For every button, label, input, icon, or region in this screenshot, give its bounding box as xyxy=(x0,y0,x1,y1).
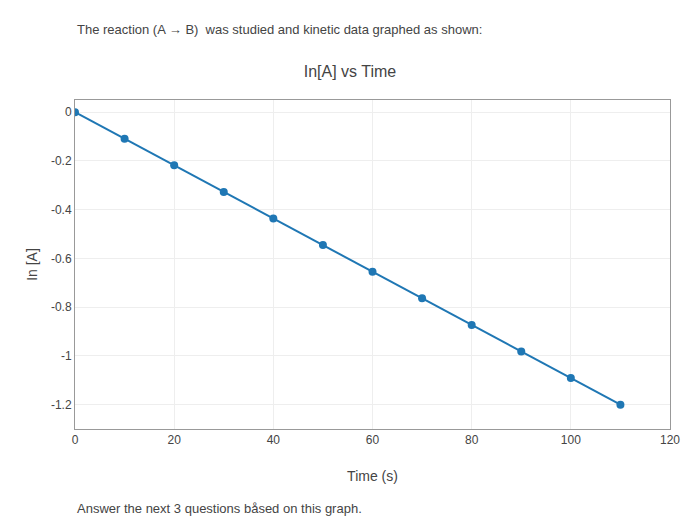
svg-text:0: 0 xyxy=(65,105,72,119)
svg-text:The reaction (A → B) was stud: The reaction (A → B) was studied and kin… xyxy=(77,22,482,37)
svg-text:Answer the next 3 questions bå: Answer the next 3 questions båsed on thi… xyxy=(77,501,362,516)
svg-text:20: 20 xyxy=(167,433,181,447)
svg-text:In [A]: In [A] xyxy=(24,248,40,281)
svg-text:-0.2: -0.2 xyxy=(51,154,72,168)
svg-text:120: 120 xyxy=(660,433,680,447)
svg-text:-1: -1 xyxy=(61,349,72,363)
svg-text:In[A] vs Time: In[A] vs Time xyxy=(304,63,397,80)
svg-text:80: 80 xyxy=(465,433,479,447)
svg-text:60: 60 xyxy=(366,433,380,447)
svg-text:-0.6: -0.6 xyxy=(51,252,72,266)
svg-text:0: 0 xyxy=(72,433,79,447)
svg-text:-1.2: -1.2 xyxy=(51,398,72,412)
svg-text:-0.4: -0.4 xyxy=(51,203,72,217)
svg-text:Time (s): Time (s) xyxy=(347,468,398,484)
svg-text:-0.8: -0.8 xyxy=(51,300,72,314)
svg-text:100: 100 xyxy=(561,433,581,447)
svg-text:40: 40 xyxy=(267,433,281,447)
